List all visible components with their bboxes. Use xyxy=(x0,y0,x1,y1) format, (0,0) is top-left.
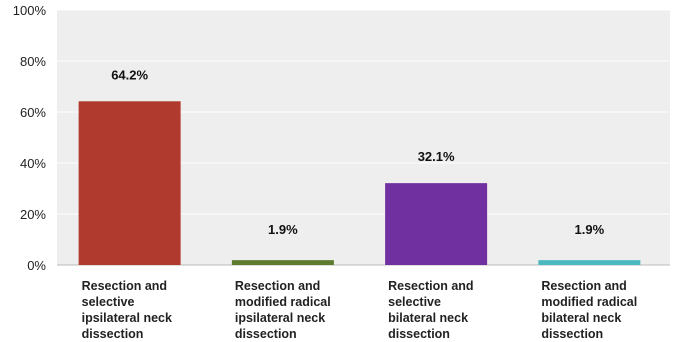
bar xyxy=(538,260,641,265)
x-category-label-line: Resection and xyxy=(388,279,473,293)
x-category-label-line: dissection xyxy=(388,327,450,341)
x-category-label-line: bilateral neck xyxy=(541,311,621,325)
bar xyxy=(385,183,488,265)
data-label: 1.9% xyxy=(575,222,605,237)
x-category-label-line: Resection and xyxy=(82,279,167,293)
data-labels: 64.2% 1.9% 32.1% 1.9% xyxy=(111,67,604,237)
x-axis-category-labels: Resection and selective ipsilateral neck di… xyxy=(82,279,638,341)
y-tick-label: 60% xyxy=(20,105,46,120)
y-tick-label: 20% xyxy=(20,207,46,222)
y-tick-label: 80% xyxy=(20,54,46,69)
bar xyxy=(231,260,334,265)
x-category-label-line: Resection and xyxy=(235,279,320,293)
x-category-label-line: bilateral neck xyxy=(388,311,468,325)
x-category-label-line: selective xyxy=(82,295,135,309)
x-category-label-line: dissection xyxy=(235,327,297,341)
x-category-label-line: selective xyxy=(388,295,441,309)
x-category-label-line: Resection and xyxy=(541,279,626,293)
x-category-label-line: dissection xyxy=(82,327,144,341)
x-category-label-line: ipsilateral neck xyxy=(82,311,172,325)
x-category-label-line: modified radical xyxy=(541,295,637,309)
data-label: 64.2% xyxy=(111,67,148,82)
bar xyxy=(78,101,181,265)
x-category-label-line: modified radical xyxy=(235,295,331,309)
y-axis-ticks: 0% 20% 40% 60% 80% 100% xyxy=(13,3,47,273)
data-label: 1.9% xyxy=(268,222,298,237)
x-category-label-line: ipsilateral neck xyxy=(235,311,325,325)
data-label: 32.1% xyxy=(418,149,455,164)
bars xyxy=(78,101,641,265)
y-tick-label: 100% xyxy=(13,3,47,18)
y-tick-label: 40% xyxy=(20,156,46,171)
x-category-label-line: dissection xyxy=(541,327,603,341)
y-tick-label: 0% xyxy=(27,258,46,273)
